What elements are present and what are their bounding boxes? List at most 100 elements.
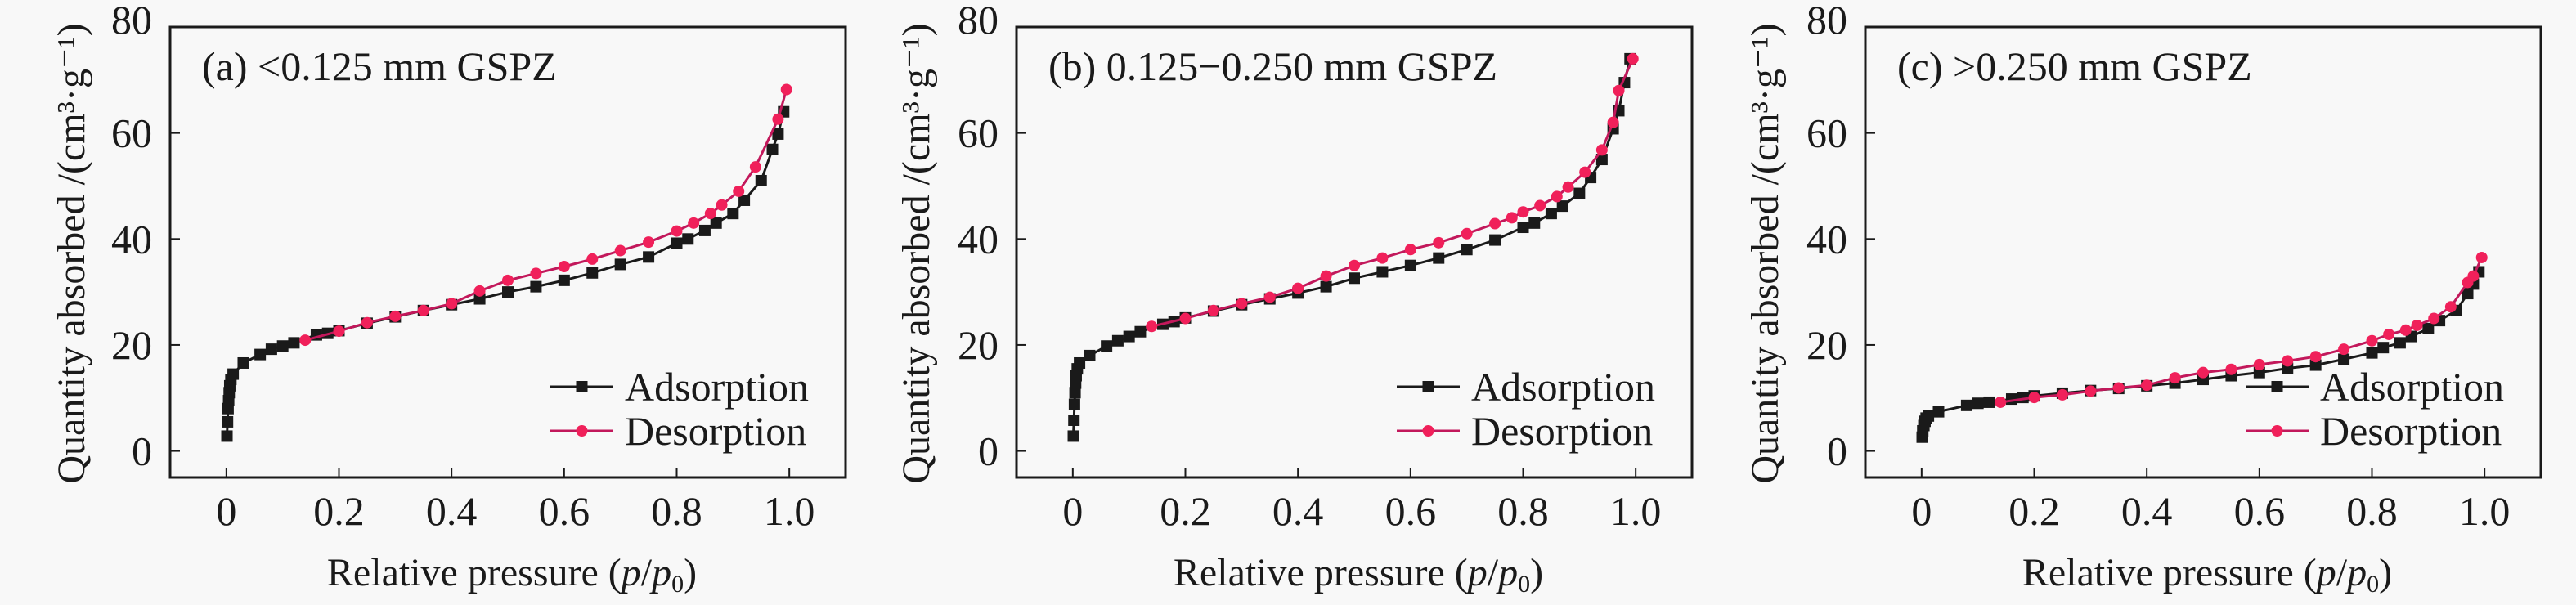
- desorption-point: [1489, 217, 1501, 230]
- y-tick-label: 40: [958, 216, 999, 262]
- legend-label: Adsorption: [1471, 364, 1655, 410]
- x-axis-title-slash: /: [2336, 551, 2348, 594]
- x-tick-label: 0.2: [313, 488, 365, 534]
- adsorption-point: [1556, 200, 1568, 213]
- y-tick-label: 60: [958, 110, 999, 156]
- desorption-point: [1263, 291, 1276, 303]
- adsorption-point: [1461, 244, 1473, 256]
- desorption-point: [1320, 270, 1332, 282]
- desorption-point: [688, 217, 700, 229]
- x-tick-label: 0.6: [2234, 488, 2286, 534]
- y-tick-label: 80: [111, 0, 152, 43]
- desorption-point: [716, 199, 728, 211]
- desorption-point: [2462, 276, 2474, 289]
- adsorption-point: [227, 368, 240, 380]
- desorption-point: [446, 298, 458, 310]
- legend-item-adsorption: Adsorption: [550, 364, 809, 410]
- desorption-point: [1461, 227, 1473, 240]
- adsorption-point: [1972, 397, 1984, 410]
- adsorption-point: [2377, 342, 2390, 354]
- desorption-point: [643, 236, 655, 249]
- legend-label: Desorption: [625, 408, 806, 454]
- adsorption-point: [265, 343, 277, 356]
- legend-marker-circle: [576, 425, 588, 437]
- legend-item-desorption: Desorption: [1397, 408, 1653, 454]
- x-tick-label: 0.6: [539, 488, 590, 534]
- x-axis-title-slash: /: [641, 551, 653, 594]
- adsorption-point: [671, 237, 683, 249]
- desorption-point: [772, 113, 784, 125]
- desorption-point: [333, 325, 345, 338]
- desorption-point: [586, 253, 599, 265]
- adsorption-point: [2462, 288, 2474, 300]
- x-axis-title-close: ): [2379, 551, 2392, 594]
- desorption-point: [1349, 259, 1360, 271]
- adsorption-point: [1069, 387, 1081, 399]
- x-axis-title-text: Relative pressure (: [327, 551, 622, 594]
- y-axis-title: Quantity absorbed /(cm³·g⁻¹): [50, 23, 93, 483]
- adsorption-point: [473, 293, 486, 305]
- plot-frame: [168, 25, 847, 479]
- adsorption-point: [1101, 340, 1113, 352]
- adsorption-point: [1433, 252, 1445, 264]
- series-desorption: [1146, 52, 1639, 333]
- adsorption-point: [2422, 322, 2435, 334]
- desorption-point: [1207, 304, 1219, 316]
- adsorption-point: [1349, 272, 1360, 285]
- desorption-point: [2366, 334, 2378, 347]
- adsorption-point: [530, 280, 542, 293]
- adsorption-point: [221, 430, 233, 442]
- adsorption-point: [682, 233, 694, 245]
- adsorption-point: [1068, 398, 1080, 410]
- desorption-point: [2309, 351, 2322, 363]
- desorption-point: [389, 310, 402, 322]
- desorption-point: [1534, 199, 1546, 212]
- adsorption-point: [1068, 414, 1080, 426]
- desorption-point: [2112, 382, 2125, 394]
- x-tick-label: 0.8: [651, 488, 702, 534]
- x-tick-label: 0.2: [2008, 488, 2060, 534]
- adsorption-point: [1376, 266, 1389, 278]
- adsorption-point: [2366, 347, 2378, 359]
- adsorption-point: [2394, 337, 2406, 349]
- desorption-point: [1627, 52, 1639, 65]
- x-tick-label: 1.0: [1610, 488, 1662, 534]
- x-tick-label: 0: [1911, 488, 1932, 534]
- desorption-point: [2169, 372, 2181, 384]
- panel-title: (b) 0.125−0.250 mm GSPZ: [1048, 43, 1497, 89]
- y-tick-label: 80: [1806, 0, 1847, 43]
- x-tick-label: 0.4: [1272, 488, 1324, 534]
- x-axis-title-sub: 0: [2367, 571, 2379, 598]
- desorption-point: [1562, 181, 1574, 193]
- x-tick-label: 1.0: [764, 488, 815, 534]
- desorption-point: [1595, 144, 1608, 156]
- x-tick-label: 0: [1062, 488, 1083, 534]
- desorption-point: [614, 244, 626, 257]
- panel-title: (c) >0.250 mm GSPZ: [1897, 43, 2252, 89]
- x-tick-label: 0: [216, 488, 236, 534]
- desorption-point: [299, 334, 312, 347]
- desorption-point: [2028, 392, 2040, 404]
- desorption-point: [417, 304, 429, 316]
- x-axis-title-sub: 0: [1518, 571, 1530, 598]
- desorption-point: [1179, 312, 1192, 325]
- legend-item-desorption: Desorption: [550, 408, 806, 454]
- adsorption-point: [1595, 154, 1608, 166]
- desorption-point: [780, 83, 792, 96]
- desorption-point: [1433, 236, 1445, 249]
- adsorption-point: [276, 340, 289, 352]
- desorption-point: [473, 285, 486, 297]
- x-axis-title: Relative pressure (p/p0): [2022, 551, 2392, 598]
- y-tick-label: 20: [111, 322, 152, 368]
- desorption-point: [2338, 343, 2350, 356]
- x-axis-title-text: Relative pressure (: [2022, 551, 2317, 594]
- adsorption-point: [1923, 410, 1935, 422]
- adsorption-point: [710, 217, 722, 229]
- adsorption-point: [727, 208, 739, 220]
- y-tick-label: 40: [111, 216, 152, 262]
- adsorption-point: [1404, 259, 1416, 271]
- desorption-point: [749, 161, 761, 173]
